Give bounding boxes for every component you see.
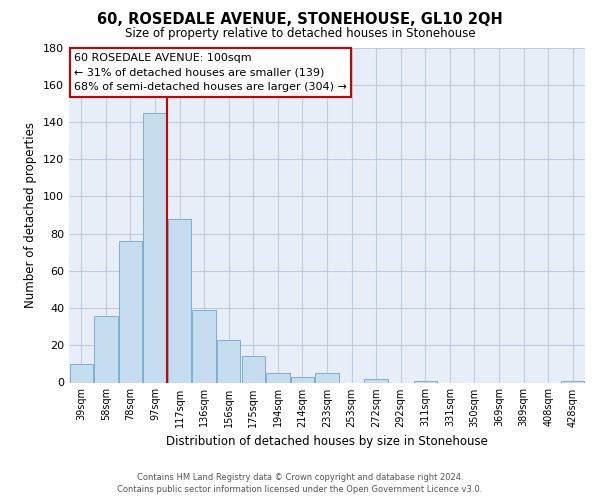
Bar (242, 356, 265, 382)
Bar (193, 310, 216, 382)
Bar (316, 373, 338, 382)
Bar (143, 112, 167, 382)
Bar (291, 377, 314, 382)
Text: 60 ROSEDALE AVENUE: 100sqm
← 31% of detached houses are smaller (139)
68% of sem: 60 ROSEDALE AVENUE: 100sqm ← 31% of deta… (74, 52, 347, 92)
Text: 60, ROSEDALE AVENUE, STONEHOUSE, GL10 2QH: 60, ROSEDALE AVENUE, STONEHOUSE, GL10 2Q… (97, 12, 503, 28)
Bar (561, 380, 584, 382)
Bar (266, 373, 290, 382)
X-axis label: Distribution of detached houses by size in Stonehouse: Distribution of detached houses by size … (166, 435, 488, 448)
Bar (168, 218, 191, 382)
Bar (364, 379, 388, 382)
Y-axis label: Number of detached properties: Number of detached properties (25, 122, 37, 308)
Bar (94, 316, 118, 382)
Text: Size of property relative to detached houses in Stonehouse: Size of property relative to detached ho… (125, 28, 475, 40)
Bar (119, 241, 142, 382)
Text: Contains HM Land Registry data © Crown copyright and database right 2024.
Contai: Contains HM Land Registry data © Crown c… (118, 472, 482, 494)
Bar (70, 364, 93, 382)
Bar (413, 380, 437, 382)
Bar (217, 340, 241, 382)
